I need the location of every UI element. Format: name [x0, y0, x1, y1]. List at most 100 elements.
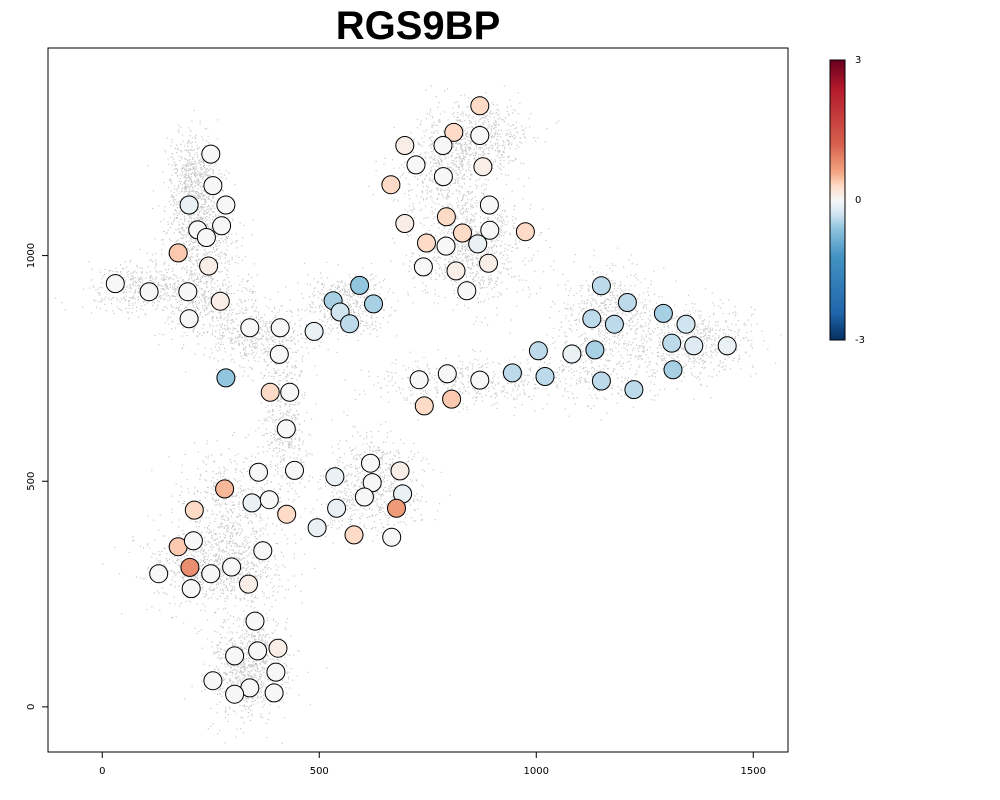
background-cell: [200, 198, 203, 200]
background-cell: [235, 318, 237, 320]
background-cell: [206, 211, 208, 213]
background-cell: [226, 292, 228, 295]
background-cell: [263, 322, 265, 324]
background-cell: [524, 127, 526, 129]
background-cell: [503, 232, 505, 234]
background-cell: [459, 142, 461, 145]
background-cell: [194, 181, 196, 184]
background-cell: [194, 141, 196, 143]
background-cell: [181, 172, 184, 174]
background-cell: [225, 241, 227, 243]
background-cell: [448, 189, 450, 191]
background-cell: [502, 222, 504, 224]
background-cell: [301, 371, 303, 373]
background-cell: [161, 309, 163, 311]
background-cell: [188, 274, 191, 277]
background-cell: [451, 159, 453, 161]
background-cell: [221, 213, 223, 215]
background-cell: [231, 258, 233, 260]
background-cell: [130, 286, 132, 288]
background-cell: [341, 288, 343, 290]
background-cell: [300, 318, 302, 320]
background-cell: [494, 134, 496, 136]
background-cell: [522, 133, 524, 135]
background-cell: [197, 194, 199, 196]
background-cell: [187, 159, 189, 161]
background-cell: [470, 142, 472, 144]
background-cell: [456, 178, 458, 180]
background-cell: [369, 326, 371, 328]
background-cell: [503, 144, 505, 146]
background-cell: [448, 229, 450, 231]
background-cell: [244, 309, 246, 311]
background-cell: [444, 111, 446, 113]
background-cell: [187, 163, 189, 165]
background-cell: [254, 345, 256, 347]
background-cell: [176, 175, 179, 177]
background-cell: [460, 152, 462, 154]
background-cell: [235, 313, 237, 315]
background-cell: [332, 317, 334, 320]
background-cell: [227, 328, 229, 331]
background-cell: [178, 192, 180, 194]
background-cell: [358, 309, 360, 311]
background-cell: [217, 173, 219, 175]
background-cell: [157, 285, 159, 287]
background-cell: [320, 277, 322, 279]
background-cell: [278, 383, 280, 385]
background-cell: [431, 189, 433, 191]
background-cell: [202, 294, 205, 296]
background-cell: [306, 283, 308, 285]
background-cell: [283, 460, 285, 462]
background-cell: [192, 305, 194, 307]
background-cell: [198, 211, 200, 213]
background-cell: [123, 277, 125, 279]
background-cell: [424, 135, 426, 137]
background-cell: [190, 214, 192, 216]
background-cell: [167, 223, 169, 225]
background-cell: [293, 331, 295, 333]
background-cell: [301, 346, 303, 348]
background-cell: [463, 156, 465, 159]
background-cell: [189, 236, 191, 238]
background-cell: [170, 277, 172, 279]
background-cell: [457, 258, 459, 260]
background-cell: [178, 224, 180, 226]
background-cell: [192, 300, 195, 302]
background-cell: [174, 282, 176, 284]
background-cell: [352, 302, 354, 304]
background-cell: [453, 182, 455, 185]
background-cell: [359, 304, 362, 307]
background-cell: [461, 178, 463, 180]
background-cell: [191, 172, 194, 174]
background-cell: [492, 145, 494, 147]
background-cell: [198, 303, 200, 305]
background-cell: [175, 298, 177, 301]
background-cell: [487, 147, 489, 149]
background-cell: [276, 569, 278, 571]
background-cell: [172, 294, 174, 297]
background-cell: [190, 181, 192, 183]
background-cell: [238, 298, 240, 300]
background-cell: [272, 410, 274, 412]
background-cell: [282, 455, 284, 457]
background-cell: [421, 190, 423, 192]
background-cell: [465, 138, 467, 140]
background-cell: [502, 145, 504, 147]
background-cell: [483, 192, 485, 194]
background-cell: [545, 239, 547, 242]
background-cell: [239, 309, 241, 312]
background-cell: [475, 180, 477, 182]
background-cell: [195, 300, 197, 302]
background-cell: [490, 131, 492, 133]
background-cell: [231, 342, 233, 344]
background-cell: [190, 161, 192, 163]
background-cell: [230, 359, 232, 361]
background-cell: [172, 295, 174, 297]
background-cell: [256, 317, 258, 319]
background-cell: [293, 452, 295, 454]
background-cell: [432, 201, 434, 203]
background-cell: [280, 416, 282, 419]
background-cell: [101, 299, 103, 301]
background-cell: [231, 318, 234, 321]
